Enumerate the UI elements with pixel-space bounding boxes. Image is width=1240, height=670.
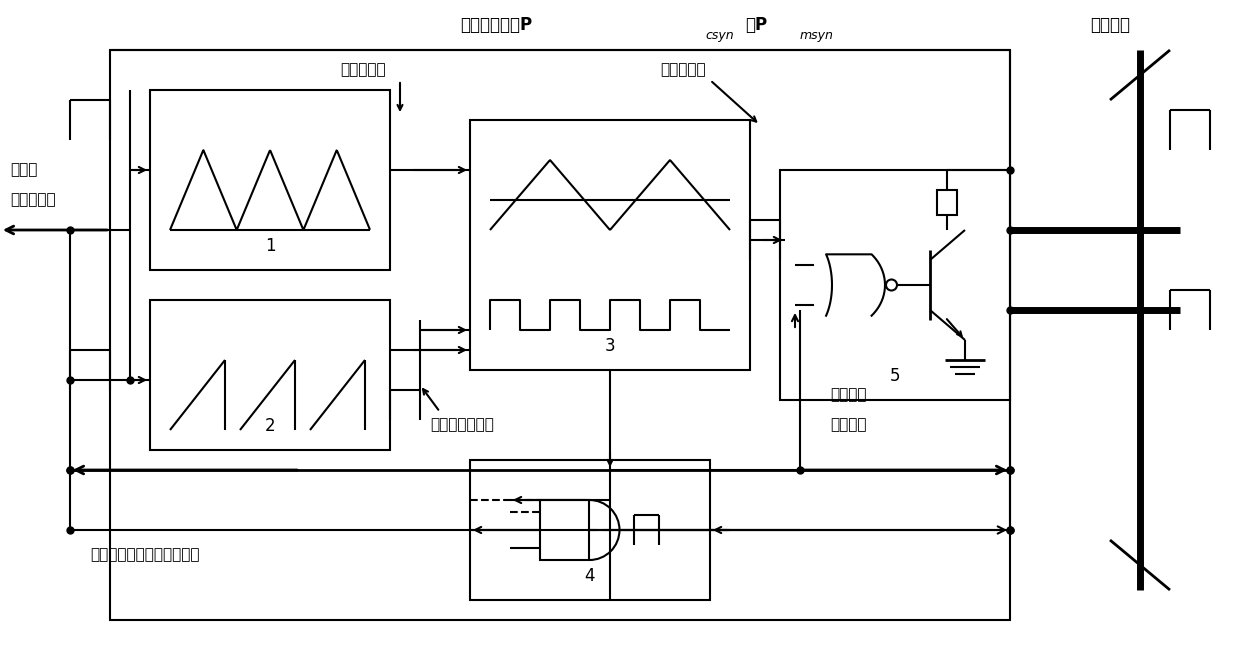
Bar [150, 90, 391, 270]
Text: 同步总线: 同步总线 [1090, 16, 1130, 34]
Polygon shape [826, 255, 885, 316]
Text: 逆变器模块: 逆变器模块 [10, 192, 56, 208]
Text: 和P: 和P [745, 16, 768, 34]
Bar [937, 190, 957, 215]
Bar [470, 120, 750, 370]
Bar [539, 500, 589, 560]
Text: 准同步信号: 准同步信号 [660, 62, 706, 78]
Text: 3: 3 [605, 337, 615, 355]
Text: 4: 4 [585, 567, 595, 585]
Text: 线与输出: 线与输出 [830, 387, 867, 403]
Text: 逆变器输出的同步使能信号: 逆变器输出的同步使能信号 [91, 547, 200, 563]
Text: csyn: csyn [706, 29, 734, 42]
Text: 1: 1 [264, 237, 275, 255]
Text: msyn: msyn [800, 29, 833, 42]
Text: 到其它: 到其它 [10, 163, 37, 178]
Text: 5: 5 [890, 367, 900, 385]
Text: 2: 2 [264, 417, 275, 435]
Bar [150, 300, 391, 450]
Text: 使能信号: 使能信号 [830, 417, 867, 433]
Text: 总线同步信号P: 总线同步信号P [460, 16, 532, 34]
Bar [470, 460, 711, 600]
Bar [110, 50, 1011, 620]
Text: 调制波复位信号: 调制波复位信号 [430, 417, 494, 433]
Text: 三角波载波: 三角波载波 [340, 62, 386, 78]
Bar [780, 170, 1011, 400]
